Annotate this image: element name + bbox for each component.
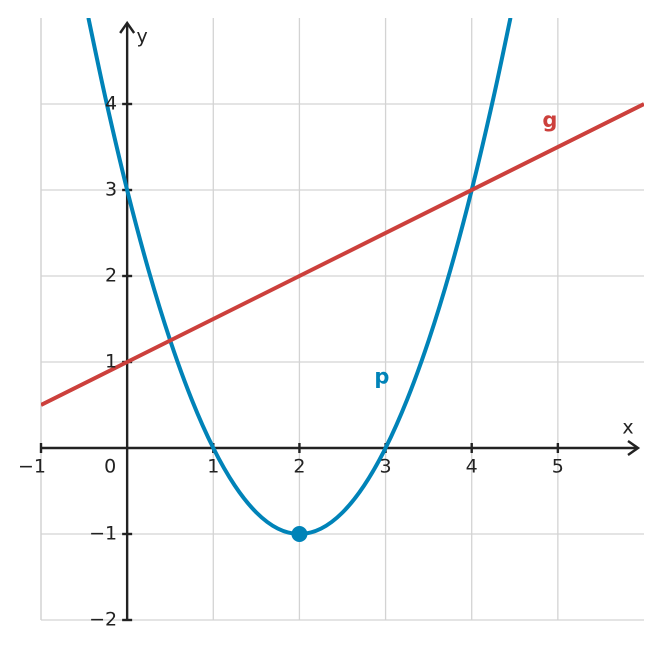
- y-tick-label: 1: [105, 351, 117, 373]
- x-tick-label: 0: [104, 456, 116, 478]
- y-arrow: [119, 20, 136, 34]
- x-tick-label: 1: [207, 456, 219, 478]
- x-tick-label: 2: [293, 456, 305, 478]
- x-arrow: [627, 440, 641, 456]
- y-axis-label: y: [137, 26, 148, 48]
- y-tick-label: −1: [89, 523, 117, 545]
- series-label: p: [374, 364, 389, 388]
- x-tick-label: 4: [466, 456, 478, 478]
- x-tick-label: 3: [380, 456, 392, 478]
- series-line: [41, 102, 644, 407]
- x-axis-label: x: [622, 417, 633, 439]
- y-tick-label: 3: [105, 179, 117, 201]
- y-tick-label: 4: [105, 93, 117, 115]
- series-label: g: [542, 108, 557, 132]
- x-tick-label: 5: [552, 456, 564, 478]
- point: [291, 526, 308, 542]
- x-tick-label: −1: [18, 456, 46, 478]
- y-tick-label: −2: [89, 609, 117, 631]
- y-tick-label: 2: [105, 265, 117, 287]
